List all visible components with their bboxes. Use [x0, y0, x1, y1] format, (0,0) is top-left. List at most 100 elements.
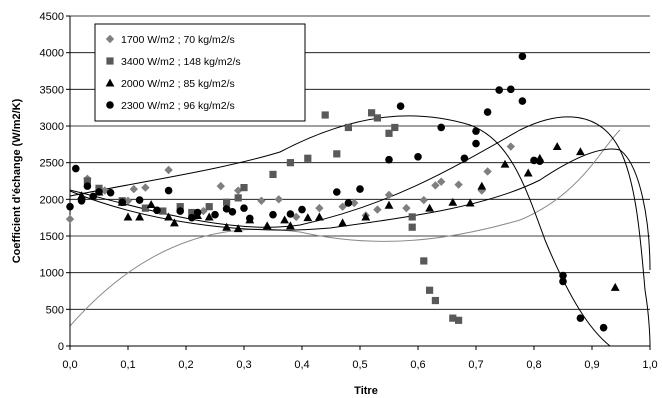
legend-marker-3 — [105, 78, 115, 87]
square-point — [269, 170, 277, 178]
diamond-point — [350, 198, 359, 208]
triangle-point — [164, 212, 173, 221]
diamond-point — [141, 183, 150, 192]
triangle-point — [123, 212, 133, 221]
circle-point — [344, 199, 353, 207]
y-axis-title: Coefficient d'échange (W/m2/K) — [11, 98, 23, 263]
y-tick-label: 500 — [46, 304, 64, 316]
diamond-point — [454, 180, 463, 189]
circle-point — [89, 192, 97, 201]
circle-point — [106, 188, 115, 197]
circle-point — [153, 206, 161, 215]
square-point — [205, 203, 213, 211]
circle-point — [188, 213, 196, 222]
circle-point — [559, 277, 567, 286]
legend-marker-1 — [105, 34, 115, 44]
circle-point — [559, 271, 567, 280]
diamond-point — [431, 181, 440, 190]
y-tick-label: 1000 — [40, 268, 64, 280]
square-point — [426, 286, 434, 294]
square-point — [83, 177, 91, 185]
square-point — [321, 111, 329, 119]
square-point — [234, 194, 242, 202]
circle-point — [333, 188, 341, 196]
triangle-point — [384, 200, 394, 209]
triangle-point — [465, 198, 475, 207]
triangle-point — [425, 203, 434, 212]
series-2 — [83, 109, 463, 324]
legend: 1700 W/m2 ; 70 kg/m2/s 3400 W/m2 ; 148 kg… — [94, 23, 306, 122]
circle-point — [95, 188, 103, 196]
legend-label-2: 3400 W/m2 ; 148 kg/m2/s — [121, 56, 241, 68]
x-tick-label: 0,2 — [178, 359, 193, 371]
legend-marker-2 — [106, 57, 114, 65]
x-tick-label: 0,8 — [526, 359, 541, 371]
x-tick-labels: 0,0 0,1 0,2 0,3 0,4 0,5 0,6 0,7 0,8 0,9 1,0 — [62, 346, 658, 371]
diamond-point — [402, 203, 411, 213]
diamond-point — [65, 214, 75, 224]
y-tick-label: 2500 — [40, 158, 64, 170]
legend-label-3: 2000 W/m2 ; 85 kg/m2/s — [121, 78, 235, 90]
circle-point — [246, 214, 254, 223]
legend-label-1: 1700 W/m2 ; 70 kg/m2/s — [121, 34, 235, 46]
y-tick-label: 4500 — [40, 11, 64, 23]
y-tick-labels: 0 500 1000 1500 2000 2500 3000 3500 4000 4500 — [40, 11, 70, 353]
y-tick-label: 1500 — [40, 231, 64, 243]
x-axis-title: Titre — [354, 385, 378, 397]
legend-marker-4 — [106, 101, 114, 109]
triangle-point — [262, 221, 272, 230]
triangle-point — [146, 200, 156, 208]
square-point — [391, 123, 399, 132]
square-point — [431, 296, 439, 305]
square-point — [240, 184, 248, 192]
triangle-point — [500, 159, 510, 168]
y-tick-label: 2000 — [40, 194, 64, 206]
square-point — [286, 159, 294, 167]
diamond-point — [338, 202, 347, 211]
legend-label-4: 2300 W/m2 ; 96 kg/m2/s — [121, 100, 235, 112]
x-tick-label: 0,9 — [584, 359, 599, 371]
square-point — [385, 129, 393, 137]
y-tick-label: 0 — [58, 341, 64, 353]
circle-point — [599, 323, 608, 332]
triangle-point — [315, 212, 324, 221]
triangle-point — [222, 222, 231, 231]
square-point — [223, 198, 231, 206]
circle-point — [495, 86, 504, 94]
square-point — [420, 257, 428, 265]
diamond-point — [373, 205, 382, 214]
circle-point — [83, 182, 92, 190]
square-point — [368, 109, 376, 117]
triangle-point — [280, 215, 289, 224]
square-point — [344, 123, 352, 132]
circle-point — [507, 85, 515, 94]
triangle-point — [523, 168, 533, 177]
circle-point — [356, 185, 364, 193]
circle-point — [228, 208, 237, 216]
diamond-point — [437, 177, 446, 186]
triangle-point — [204, 212, 214, 221]
series-4 — [66, 52, 608, 332]
circle-point — [472, 127, 480, 135]
x-tick-label: 0,5 — [352, 359, 367, 371]
triangle-point — [448, 197, 458, 206]
square-point — [449, 314, 457, 322]
trendline-2000 — [69, 148, 651, 271]
circle-point — [518, 52, 527, 61]
diamond-point — [257, 196, 266, 205]
circle-point — [193, 208, 202, 217]
x-tick-label: 0,1 — [120, 359, 135, 371]
legend-box — [94, 23, 306, 122]
trendlines — [69, 115, 651, 347]
circle-point — [286, 210, 295, 218]
triangle-point — [135, 212, 144, 221]
diamond-point — [129, 184, 138, 194]
x-tick-label: 0,7 — [468, 359, 483, 371]
circle-point — [66, 202, 74, 211]
circle-point — [298, 205, 306, 214]
x-tick-label: 1,0 — [642, 359, 657, 371]
trendline-2300 — [69, 116, 651, 347]
circle-point — [385, 155, 393, 164]
circle-point — [414, 153, 422, 161]
